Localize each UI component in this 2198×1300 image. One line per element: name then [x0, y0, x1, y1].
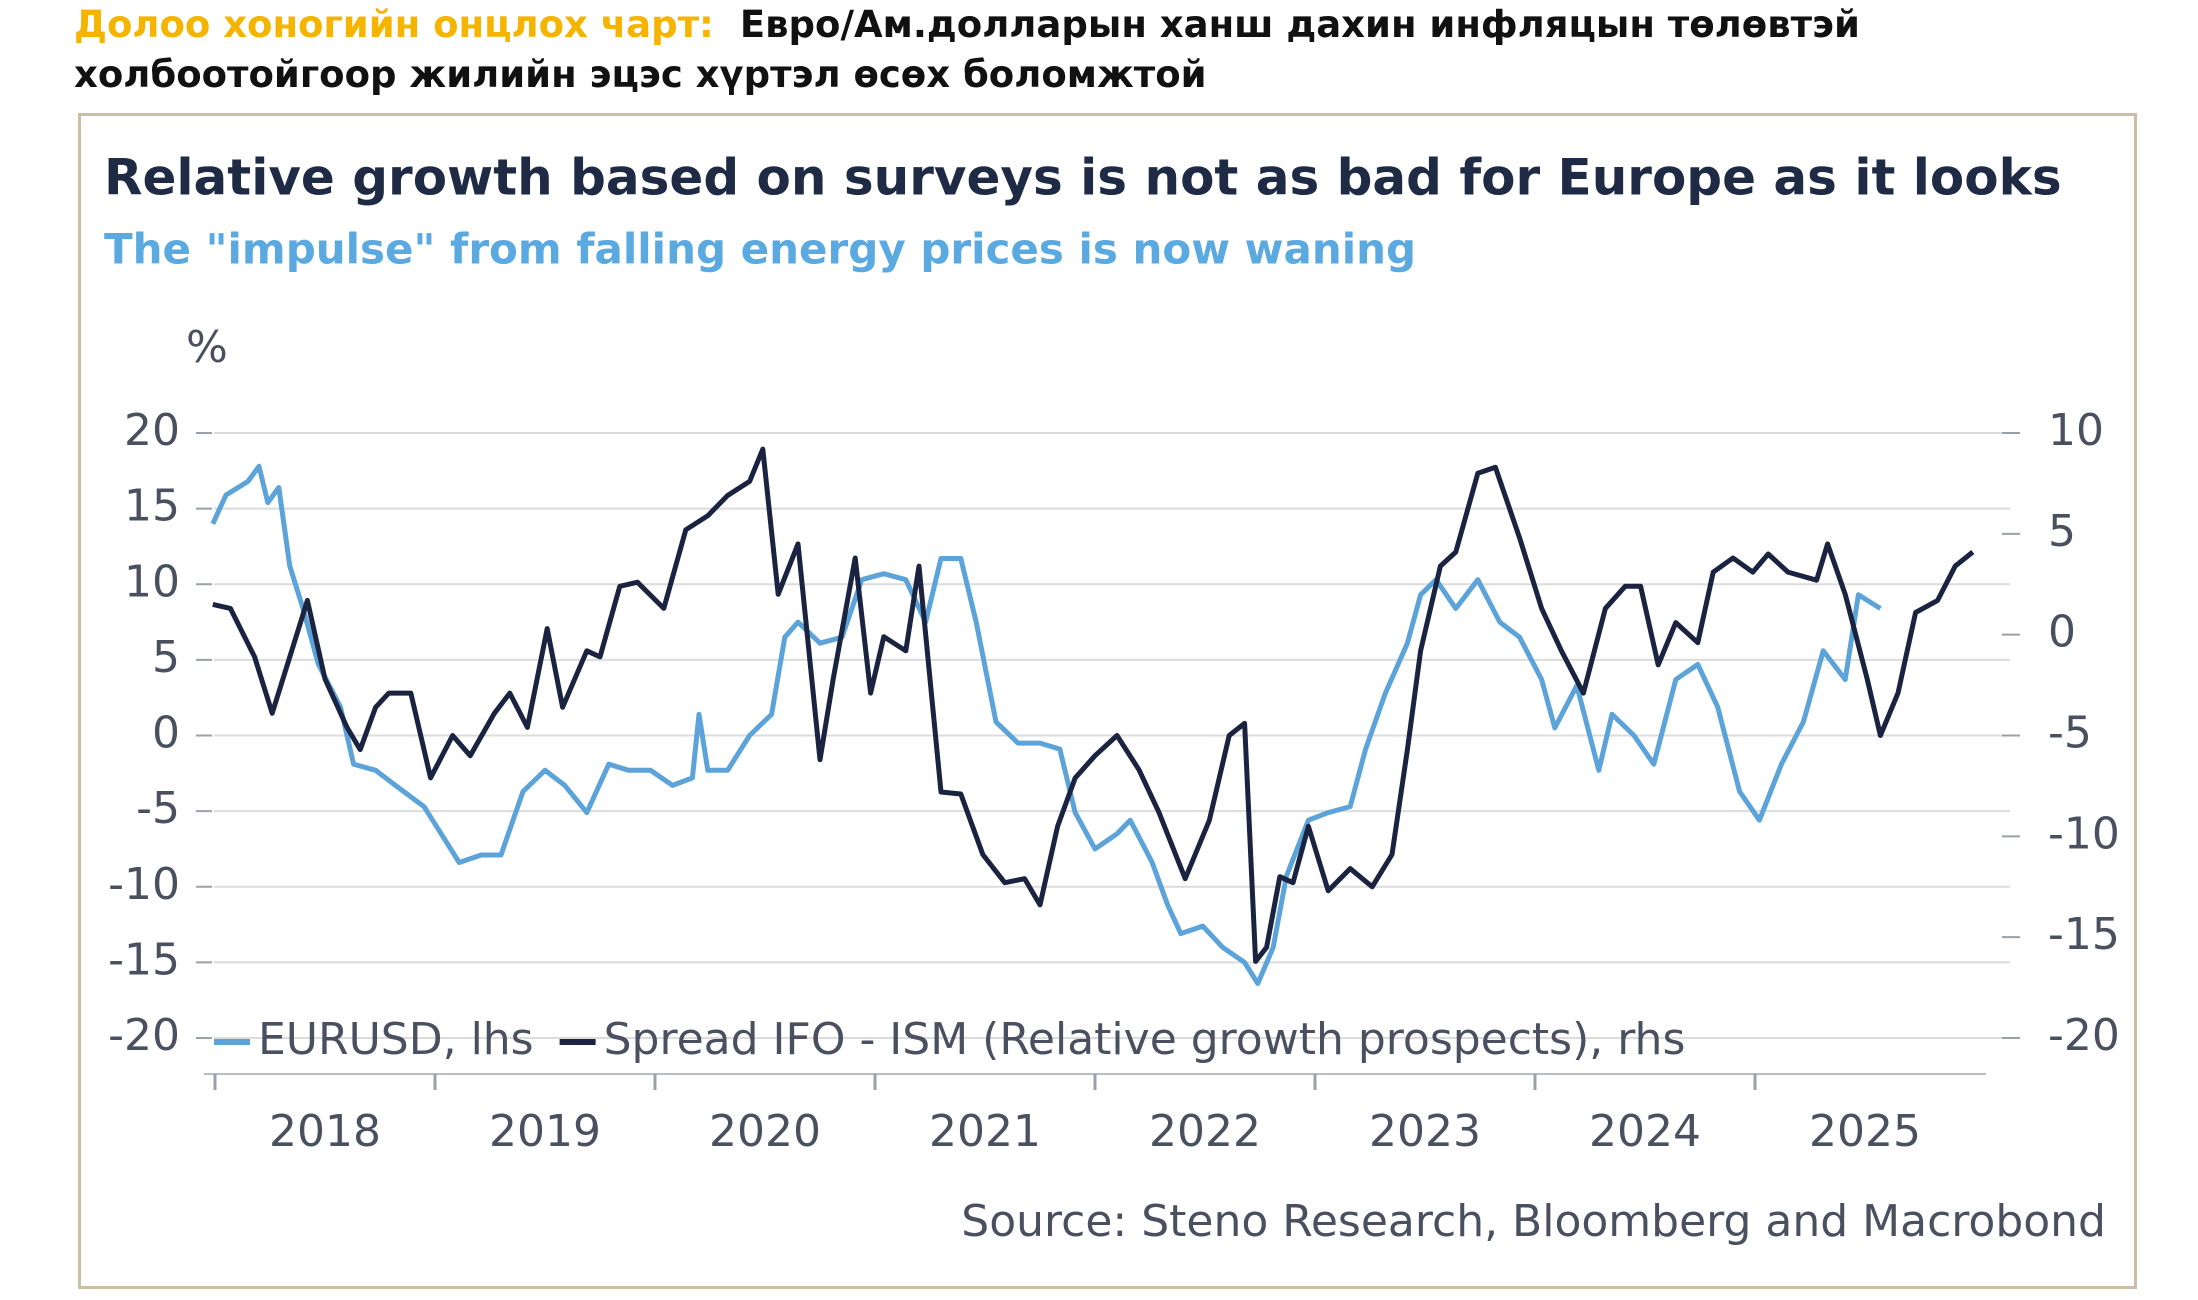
y2-tick-label: -5	[2048, 708, 2092, 759]
x-tick-label: 2024	[1589, 1106, 1701, 1157]
y-tick-label: 0	[152, 708, 180, 759]
y2-tick-label: -15	[2048, 909, 2120, 960]
y-tick-label: 10	[124, 556, 180, 607]
legend-label: EURUSD, lhs	[258, 1014, 534, 1065]
y2-tick-label: 5	[2048, 506, 2076, 557]
legend-label: Spread IFO - ISM (Relative growth prospe…	[604, 1014, 1686, 1065]
x-tick-label: 2019	[489, 1106, 601, 1157]
x-tick-label: 2023	[1369, 1106, 1481, 1157]
chart-title: Relative growth based on surveys is not …	[104, 149, 2062, 207]
y2-tick-label: 10	[2048, 405, 2104, 456]
y-tick-label: -10	[108, 859, 180, 910]
header-label: Долоо хоногийн онцлох чарт:	[74, 3, 714, 46]
source: Source: Steno Research, Bloomberg and Ma…	[961, 1196, 2106, 1247]
y-tick-label: -20	[108, 1010, 180, 1061]
chart-subtitle: The "impulse" from falling energy prices…	[104, 225, 1416, 274]
y2-tick-label: 0	[2048, 607, 2076, 658]
chart-frame	[78, 113, 2137, 1289]
series-line	[212, 446, 1975, 964]
y2-tick-label: -20	[2048, 1010, 2120, 1061]
header: Долоо хоногийн онцлох чарт: Евро/Ам.долла…	[74, 0, 2164, 100]
y2-tick-label: -10	[2048, 808, 2120, 859]
x-tick-label: 2018	[269, 1106, 381, 1157]
y-tick-label: 5	[152, 632, 180, 683]
y-tick-label: 20	[124, 405, 180, 456]
header-title: Евро/Ам.долларын ханш дахин инфляцын төл…	[74, 3, 1860, 96]
x-tick-label: 2025	[1809, 1106, 1921, 1157]
series-line	[210, 463, 1882, 986]
x-tick-label: 2022	[1149, 1106, 1261, 1157]
y-tick-label: -5	[136, 783, 180, 834]
y-tick-label: -15	[108, 934, 180, 985]
y-axis-label: %	[186, 322, 228, 373]
y-tick-label: 15	[124, 481, 180, 532]
x-tick-label: 2021	[929, 1106, 1041, 1157]
x-tick-label: 2020	[709, 1106, 821, 1157]
